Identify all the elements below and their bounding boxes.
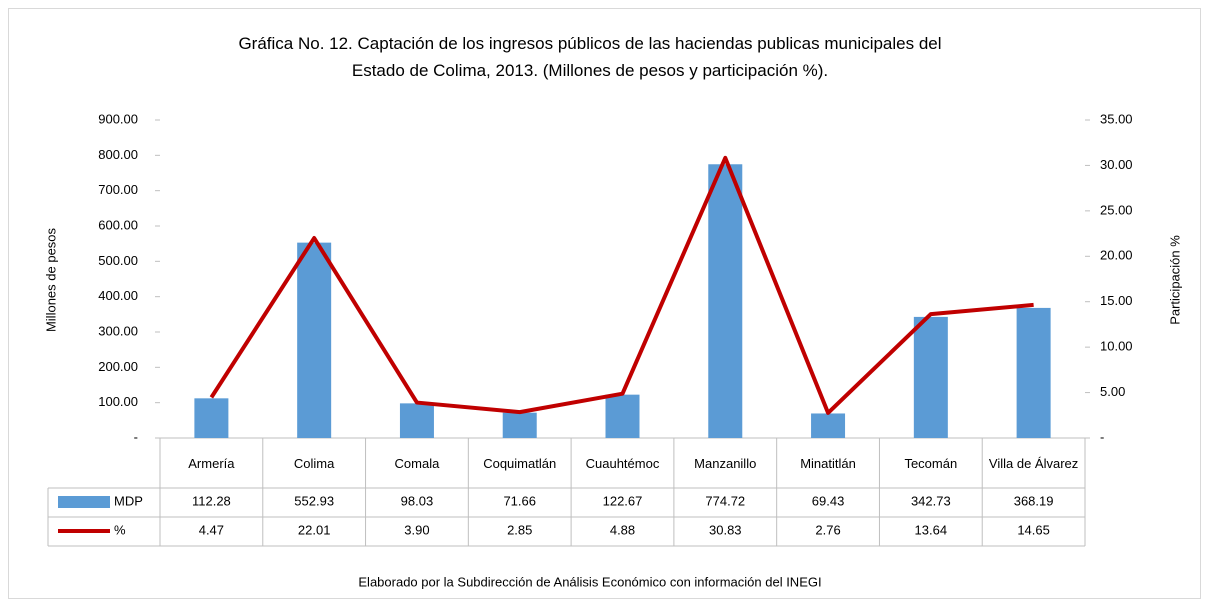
- y-tick-label: 800.00: [98, 147, 138, 162]
- table-value: 368.19: [1014, 493, 1054, 508]
- line-series: [209, 155, 1034, 415]
- y2-tick-label: 20.00: [1100, 248, 1133, 263]
- table-value: 13.64: [915, 522, 948, 537]
- table-value: 112.28: [192, 493, 231, 508]
- category-label: Cuauhtémoc: [585, 456, 660, 471]
- category-label: Colima: [293, 456, 335, 471]
- y2-tick-label: 35.00: [1100, 111, 1133, 126]
- category-label: Tecomán: [904, 456, 958, 471]
- table-value: 4.47: [199, 522, 224, 537]
- category-label-box: Armería: [188, 456, 235, 471]
- y-tick-label: 500.00: [98, 253, 138, 268]
- category-label: Coquimatlán: [483, 456, 557, 471]
- category-label: Manzanillo: [694, 456, 757, 471]
- y-tick-label: 200.00: [98, 359, 138, 374]
- table-value: 3.90: [404, 522, 429, 537]
- category-label-box: Coquimatlán: [483, 456, 557, 471]
- bar: [811, 413, 846, 438]
- y-tick-label: 900.00: [98, 111, 138, 126]
- source-note: Elaborado por la Subdirección de Análisi…: [358, 574, 821, 589]
- category-label: Villa de Álvarez: [988, 456, 1079, 471]
- y2-tick-label: 25.00: [1100, 202, 1133, 217]
- table-value: 71.66: [503, 493, 536, 508]
- bar: [708, 164, 743, 438]
- bar: [297, 242, 332, 438]
- category-label-box: Manzanillo: [694, 456, 757, 471]
- category-label-box: Colima: [293, 456, 335, 471]
- category-label: Comala: [394, 456, 440, 471]
- category-label: Armería: [188, 456, 235, 471]
- category-label: Minatitlán: [800, 456, 856, 471]
- bar: [913, 316, 948, 438]
- table-value: 2.76: [815, 522, 840, 537]
- category-label-box: Tecomán: [904, 456, 958, 471]
- y-tick-label: 400.00: [98, 288, 138, 303]
- y2-tick-label: -: [1100, 429, 1104, 444]
- y2-tick-label: 30.00: [1100, 157, 1133, 172]
- category-label-box: Villa de Álvarez: [988, 456, 1079, 471]
- chart-title-box: Gráfica No. 12. Captación de los ingreso…: [238, 34, 942, 80]
- bar: [1016, 307, 1051, 438]
- table-value: 30.83: [709, 522, 742, 537]
- bar: [502, 412, 537, 438]
- table-value: 774.72: [705, 493, 745, 508]
- y-tick-label: 100.00: [98, 394, 138, 409]
- table-value: 2.85: [507, 522, 532, 537]
- bar: [194, 398, 229, 438]
- y-tick-label: 700.00: [98, 182, 138, 197]
- y-tick-label: 600.00: [98, 217, 138, 232]
- legend-label: MDP: [114, 493, 143, 508]
- chart-title: Gráfica No. 12. Captación de los ingreso…: [238, 34, 942, 80]
- y2-tick-label: 5.00: [1100, 384, 1125, 399]
- y2-tick-label: 10.00: [1100, 339, 1133, 354]
- bar: [605, 394, 640, 438]
- category-label-box: Comala: [394, 456, 440, 471]
- table-value: 122.67: [603, 493, 643, 508]
- table-value: 4.88: [610, 522, 635, 537]
- y2-axis-label: Participación %: [1167, 235, 1182, 325]
- table-value: 342.73: [911, 493, 951, 508]
- category-label-box: Minatitlán: [800, 456, 856, 471]
- table-value: 552.93: [294, 493, 334, 508]
- y-axis-label: Millones de pesos: [43, 227, 58, 332]
- table-value: 69.43: [812, 493, 845, 508]
- legend-label: %: [114, 522, 126, 537]
- category-label-box: Cuauhtémoc: [585, 456, 660, 471]
- table-value: 14.65: [1017, 522, 1050, 537]
- legend-key: [58, 496, 110, 508]
- table-value: 22.01: [298, 522, 331, 537]
- y2-tick-label: 15.00: [1100, 293, 1133, 308]
- chart-border: [8, 8, 1201, 599]
- bar: [399, 403, 434, 438]
- table-value: 98.03: [401, 493, 434, 508]
- y-tick-label: 300.00: [98, 323, 138, 338]
- y-tick-label: -: [134, 429, 138, 444]
